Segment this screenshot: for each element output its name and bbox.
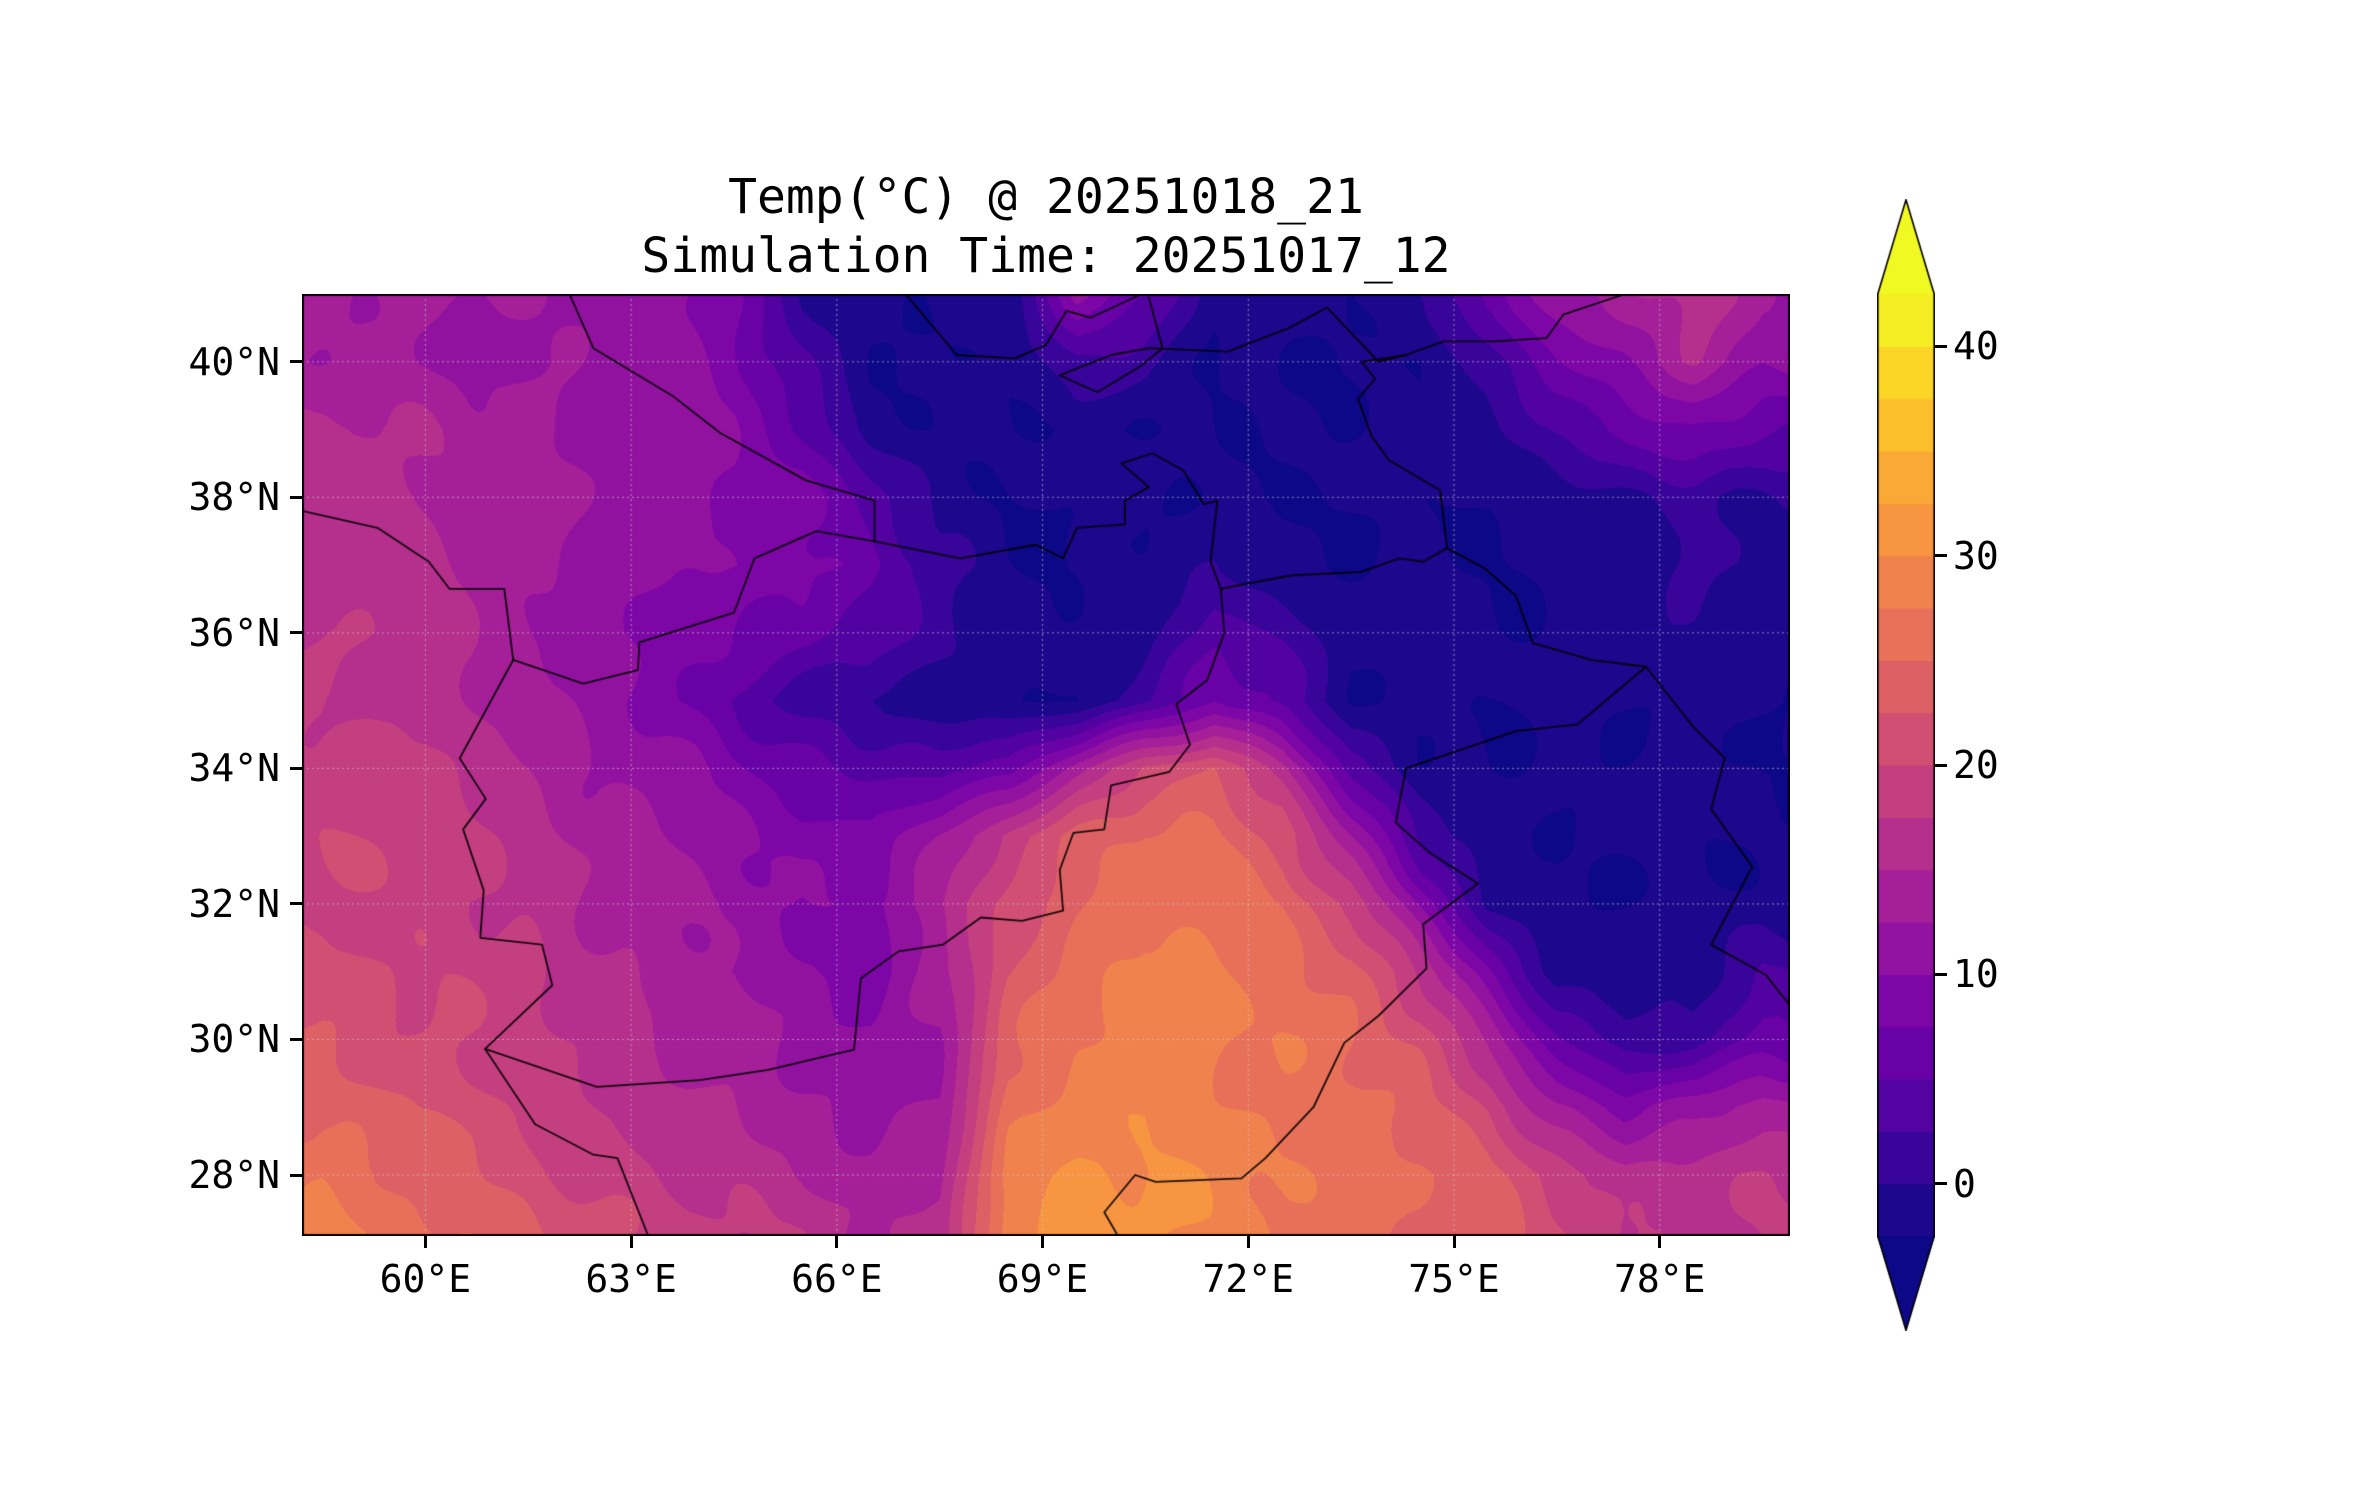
colorbar-tick xyxy=(1935,763,1947,767)
x-tick xyxy=(1246,1236,1250,1248)
y-tick xyxy=(290,495,302,499)
colorbar-tick xyxy=(1935,344,1947,348)
x-tick-label: 69°E xyxy=(996,1257,1089,1301)
y-tick xyxy=(290,360,302,364)
x-tick-label: 78°E xyxy=(1613,1257,1706,1301)
y-tick xyxy=(290,1173,302,1177)
y-tick-label: 28°N xyxy=(188,1153,280,1197)
colorbar-tick-label: 40 xyxy=(1953,324,1999,369)
y-tick-label: 30°N xyxy=(188,1017,280,1062)
x-tick-label: 72°E xyxy=(1202,1257,1295,1301)
y-tick-label: 38°N xyxy=(188,475,280,520)
y-tick xyxy=(290,631,302,635)
x-tick xyxy=(1452,1236,1456,1248)
colorbar-tick xyxy=(1935,554,1947,558)
colorbar xyxy=(1877,199,1935,1331)
y-tick-label: 36°N xyxy=(188,610,280,655)
x-tick xyxy=(835,1236,839,1248)
plot-title: Temp(°C) @ 20251018_21 xyxy=(728,169,1364,225)
colorbar-tick xyxy=(1935,1182,1947,1186)
y-tick-label: 32°N xyxy=(188,881,280,926)
y-tick-label: 34°N xyxy=(188,746,280,791)
x-tick xyxy=(1041,1236,1045,1248)
x-tick-label: 75°E xyxy=(1408,1257,1500,1301)
x-tick xyxy=(1658,1236,1662,1248)
temperature-map-plot xyxy=(302,294,1790,1236)
x-tick-label: 60°E xyxy=(379,1257,472,1301)
plot-subtitle: Simulation Time: 20251017_12 xyxy=(641,228,1451,284)
y-tick xyxy=(290,902,302,906)
y-tick xyxy=(290,1037,302,1041)
y-tick xyxy=(290,766,302,770)
x-tick-label: 63°E xyxy=(585,1257,677,1301)
colorbar-tick-label: 30 xyxy=(1953,533,1999,578)
y-tick-label: 40°N xyxy=(188,339,280,384)
colorbar-tick-label: 10 xyxy=(1953,952,1999,997)
colorbar-tick xyxy=(1935,972,1947,976)
colorbar-tick-label: 20 xyxy=(1953,743,1999,787)
x-tick xyxy=(629,1236,633,1248)
colorbar-tick-label: 0 xyxy=(1953,1161,1976,1206)
x-tick-label: 66°E xyxy=(791,1257,883,1301)
x-tick xyxy=(423,1236,427,1248)
